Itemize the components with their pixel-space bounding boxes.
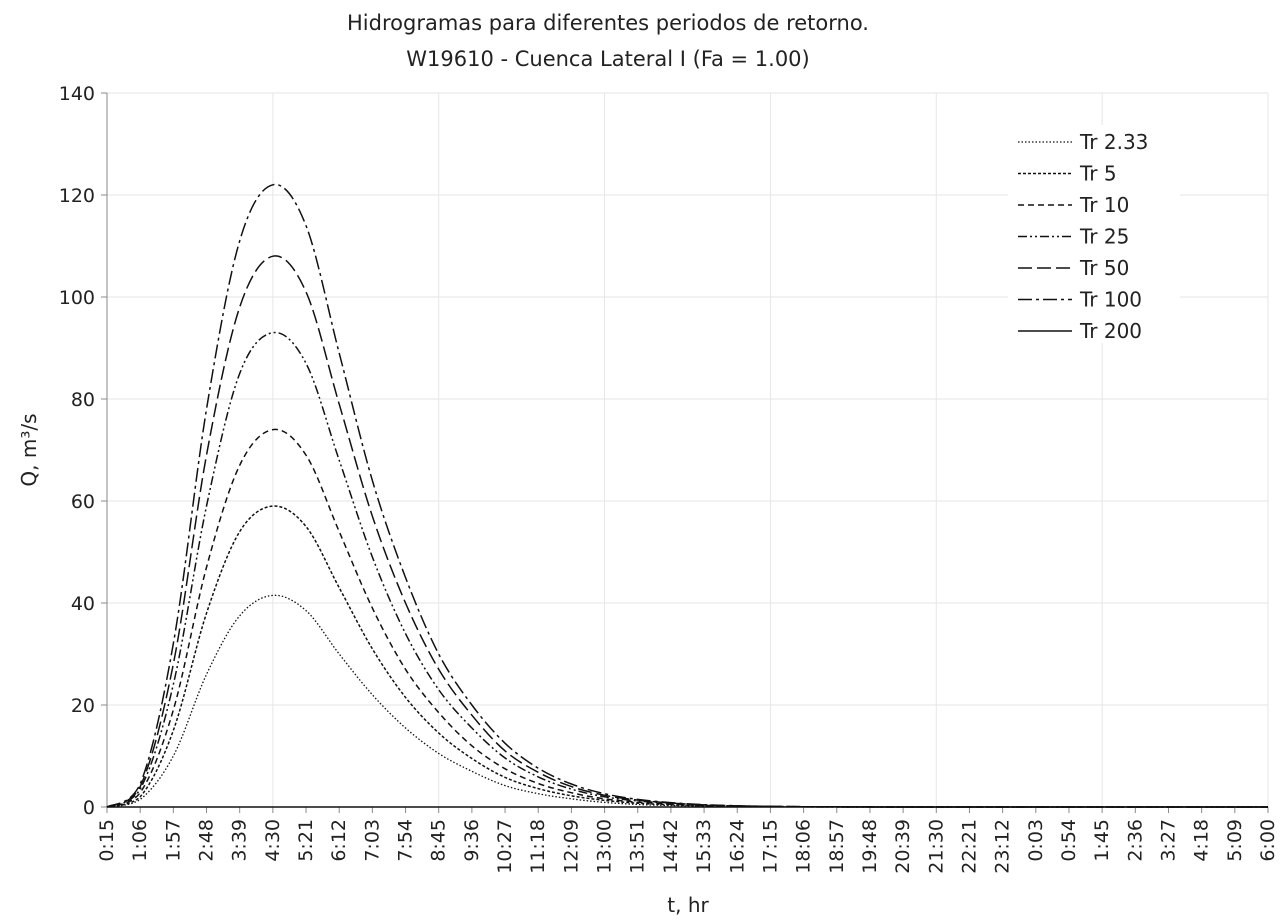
y-tick-label: 0: [83, 797, 95, 819]
series-line-tr-10: [106, 428, 1268, 808]
x-tick-label: 14:42: [660, 819, 682, 874]
x-tick-label: 21:30: [925, 819, 947, 874]
series-line-tr-25: [106, 331, 1268, 808]
legend-label: Tr 100: [1079, 288, 1142, 312]
x-tick-label: 4:30: [262, 819, 284, 862]
y-tick-label: 80: [71, 389, 95, 411]
x-tick-labels: 0:15 1:06 1:57 2:48 3:39 4:30 5:21 6:12 7:03 7:54…: [96, 819, 1279, 874]
y-tick-label: 40: [71, 593, 95, 615]
y-tick-label: 60: [71, 491, 95, 513]
legend-label: Tr 2.33: [1079, 130, 1148, 154]
x-tick-label: 6:12: [328, 819, 350, 862]
legend-label: Tr 200: [1079, 319, 1142, 343]
x-tick-label: 7:03: [361, 819, 383, 862]
chart-subtitle: W19610 - Cuenca Lateral I (Fa = 1.00): [406, 47, 810, 71]
grid-lines: [107, 92, 1269, 808]
legend-label: Tr 25: [1079, 225, 1129, 249]
x-tick-label: 8:45: [428, 819, 450, 862]
x-tick-label: 7:54: [395, 819, 417, 862]
x-tick-label: 13:00: [594, 819, 616, 874]
y-tick-label: 120: [59, 185, 95, 207]
x-tick-label: 17:15: [759, 819, 781, 874]
x-tick-label: 20:39: [892, 819, 914, 874]
x-tick-label: 12:09: [560, 819, 582, 874]
x-tick-label: 15:33: [693, 819, 715, 874]
x-tick-label: 23:12: [992, 819, 1014, 874]
y-axis-title: Q, m³/s: [17, 413, 41, 486]
legend: Tr 2.33 Tr 5 Tr 10 Tr 25 Tr 50 Tr 100 Tr 200: [1008, 125, 1180, 343]
x-tick-label: 10:27: [494, 819, 516, 874]
x-tick-label: 1:06: [129, 819, 151, 862]
series-line-tr-5: [106, 505, 1268, 808]
legend-label: Tr 50: [1079, 256, 1129, 280]
x-tick-label: 2:48: [196, 819, 218, 862]
x-tick-label: 9:36: [461, 819, 483, 862]
y-tick-labels: 0 20 40 60 80 100 120 140: [59, 83, 95, 819]
series-lines: [106, 183, 1268, 808]
x-tick-label: 0:03: [1025, 819, 1047, 862]
x-tick-label: 16:24: [726, 819, 748, 874]
x-tick-label: 3:27: [1157, 819, 1179, 862]
x-tick-label: 4:18: [1191, 819, 1213, 862]
y-tick-label: 20: [71, 695, 95, 717]
x-tick-label: 11:18: [527, 819, 549, 874]
y-tick-label: 140: [59, 83, 95, 105]
x-tick-label: 5:09: [1224, 819, 1246, 862]
x-tick-label: 13:51: [627, 819, 649, 874]
x-tick-label: 6:00: [1257, 819, 1279, 862]
chart-title: Hidrogramas para diferentes periodos de …: [347, 11, 869, 35]
x-tick-label: 19:48: [859, 819, 881, 874]
legend-label: Tr 5: [1079, 162, 1117, 186]
x-tick-label: 0:54: [1058, 819, 1080, 862]
series-line-tr-2-33: [106, 594, 1268, 808]
x-tick-label: 1:57: [162, 819, 184, 862]
x-axis-title: t, hr: [667, 893, 709, 917]
x-tick-label: 18:06: [793, 819, 815, 874]
x-tick-label: 1:45: [1091, 819, 1113, 862]
x-tick-label: 5:21: [295, 819, 317, 862]
x-tick-label: 2:36: [1124, 819, 1146, 862]
legend-label: Tr 10: [1079, 193, 1129, 217]
legend-background: [1008, 125, 1180, 343]
x-tick-label: 3:39: [229, 819, 251, 862]
x-tick-label: 22:21: [958, 819, 980, 874]
x-tick-label: 0:15: [96, 819, 118, 862]
y-tick-label: 100: [59, 287, 95, 309]
x-tick-label: 18:57: [826, 819, 848, 874]
